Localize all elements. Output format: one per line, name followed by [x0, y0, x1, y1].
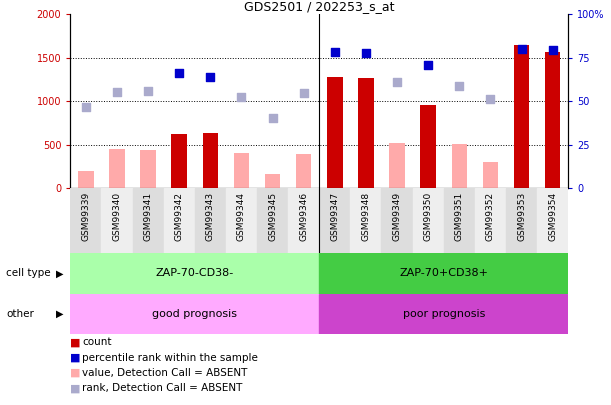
Text: GSM99347: GSM99347: [331, 192, 339, 241]
Text: ■: ■: [70, 337, 81, 347]
Text: GSM99339: GSM99339: [81, 192, 90, 241]
Point: [236, 94, 246, 100]
Text: GSM99352: GSM99352: [486, 192, 495, 241]
Bar: [320, 294, 568, 334]
Bar: [452, 144, 467, 188]
Title: GDS2501 / 202253_s_at: GDS2501 / 202253_s_at: [244, 0, 395, 13]
Bar: [265, 173, 280, 188]
Bar: [412, 188, 444, 253]
Bar: [475, 188, 506, 253]
Point: [81, 104, 90, 111]
Text: ZAP-70-CD38-: ZAP-70-CD38-: [156, 269, 234, 278]
Text: poor prognosis: poor prognosis: [403, 309, 485, 319]
Point: [299, 90, 309, 96]
Bar: [257, 188, 288, 253]
Text: ■: ■: [70, 384, 81, 393]
Text: value, Detection Call = ABSENT: value, Detection Call = ABSENT: [82, 368, 248, 378]
Point: [392, 79, 402, 85]
Text: good prognosis: good prognosis: [152, 309, 237, 319]
Bar: [389, 143, 405, 188]
Text: GSM99349: GSM99349: [392, 192, 401, 241]
Bar: [233, 153, 249, 188]
Point: [112, 88, 122, 95]
Text: cell type: cell type: [6, 269, 51, 278]
Point: [174, 69, 184, 76]
Text: other: other: [6, 309, 34, 319]
Bar: [195, 188, 226, 253]
Bar: [70, 294, 320, 334]
Bar: [327, 77, 343, 188]
Text: ▶: ▶: [56, 309, 63, 319]
Text: GSM99353: GSM99353: [517, 192, 526, 241]
Bar: [506, 188, 537, 253]
Bar: [78, 171, 93, 188]
Bar: [172, 134, 187, 188]
Bar: [420, 105, 436, 188]
Bar: [101, 188, 133, 253]
Bar: [288, 188, 320, 253]
Text: count: count: [82, 337, 112, 347]
Text: GSM99341: GSM99341: [144, 192, 153, 241]
Point: [330, 49, 340, 56]
Text: percentile rank within the sample: percentile rank within the sample: [82, 353, 258, 362]
Text: GSM99351: GSM99351: [455, 192, 464, 241]
Bar: [381, 188, 412, 253]
Bar: [320, 253, 568, 294]
Bar: [358, 78, 374, 188]
Bar: [70, 253, 320, 294]
Text: GSM99346: GSM99346: [299, 192, 308, 241]
Point: [423, 62, 433, 68]
Text: GSM99348: GSM99348: [362, 192, 370, 241]
Point: [486, 96, 496, 102]
Text: GSM99344: GSM99344: [237, 192, 246, 241]
Bar: [350, 188, 381, 253]
Bar: [545, 53, 560, 188]
Text: ■: ■: [70, 353, 81, 362]
Point: [455, 83, 464, 89]
Bar: [109, 149, 125, 188]
Text: GSM99343: GSM99343: [206, 192, 215, 241]
Text: ▶: ▶: [56, 269, 63, 278]
Text: ZAP-70+CD38+: ZAP-70+CD38+: [399, 269, 488, 278]
Text: GSM99342: GSM99342: [175, 192, 184, 241]
Bar: [444, 188, 475, 253]
Text: GSM99345: GSM99345: [268, 192, 277, 241]
Text: rank, Detection Call = ABSENT: rank, Detection Call = ABSENT: [82, 384, 243, 393]
Bar: [483, 162, 498, 188]
Bar: [296, 154, 312, 188]
Bar: [514, 45, 529, 188]
Point: [517, 46, 527, 52]
Bar: [141, 150, 156, 188]
Bar: [70, 188, 101, 253]
Bar: [133, 188, 164, 253]
Bar: [226, 188, 257, 253]
Point: [361, 50, 371, 57]
Text: GSM99340: GSM99340: [112, 192, 122, 241]
Bar: [202, 132, 218, 188]
Text: ■: ■: [70, 368, 81, 378]
Point: [268, 115, 277, 121]
Point: [548, 47, 558, 53]
Text: GSM99350: GSM99350: [423, 192, 433, 241]
Bar: [164, 188, 195, 253]
Text: GSM99354: GSM99354: [548, 192, 557, 241]
Point: [143, 87, 153, 94]
Bar: [320, 188, 350, 253]
Bar: [537, 188, 568, 253]
Point: [205, 74, 215, 80]
